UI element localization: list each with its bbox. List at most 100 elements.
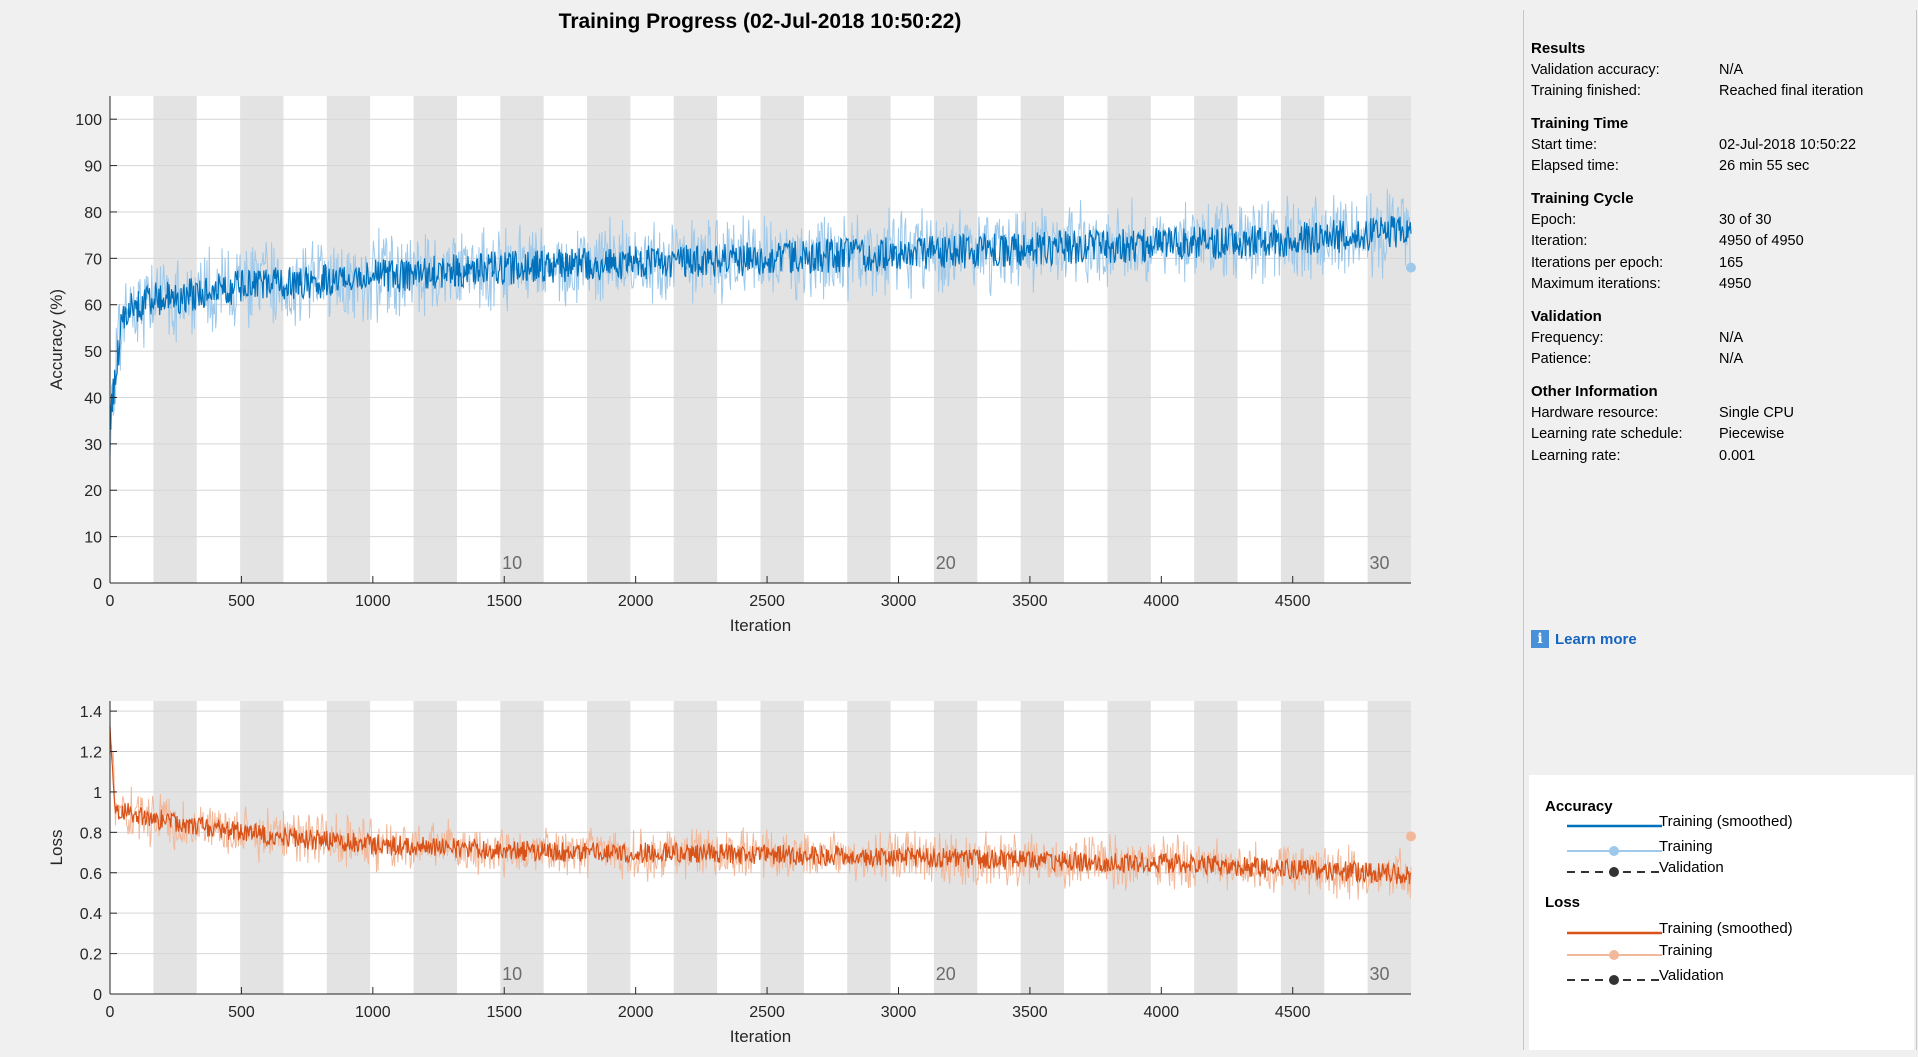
x-tick-label: 1500	[486, 1004, 522, 1021]
info-value: Single CPU	[1719, 404, 1794, 421]
legend-acc-smoothed-line-icon	[1567, 824, 1662, 828]
info-value: 165	[1719, 254, 1744, 271]
info-value: 26 min 55 sec	[1719, 158, 1810, 174]
epoch-band	[933, 96, 978, 583]
info-value: Reached final iteration	[1719, 83, 1864, 99]
epoch-label: 10	[502, 964, 522, 984]
plots-area: Training Progress (02-Jul-2018 10:50:22)…	[47, 10, 1416, 1046]
y-tick-label: 1.4	[80, 704, 102, 721]
figure-title: Training Progress (02-Jul-2018 10:50:22)	[558, 10, 962, 33]
x-tick-label: 2500	[749, 593, 785, 610]
y-tick-label: 80	[84, 205, 102, 222]
info-label: Frequency:	[1531, 329, 1604, 346]
info-label: Epoch:	[1531, 211, 1577, 228]
y-tick-label: 100	[75, 112, 102, 129]
learn-more-link[interactable]: i Learn more	[1531, 630, 1637, 648]
legend-loss-validation-marker-icon	[1567, 975, 1662, 985]
y-tick-label: 1.2	[80, 745, 102, 762]
x-tick-label: 3000	[881, 593, 917, 610]
section-title: Training Time	[1531, 115, 1629, 132]
y-tick-label: 1	[93, 785, 102, 802]
info-label: Patience:	[1531, 351, 1592, 367]
info-label: Start time:	[1531, 136, 1598, 153]
info-value: N/A	[1719, 329, 1744, 346]
epoch-band	[587, 96, 631, 583]
legend-acc-smoothed: Training (smoothed)	[1659, 813, 1793, 830]
info-value: 4950 of 4950	[1719, 233, 1804, 249]
loss-training-smoothed-series	[109, 726, 1412, 885]
y-tick-label: 40	[84, 390, 102, 407]
x-tick-label: 500	[228, 1004, 255, 1021]
legend-loss-smoothed-line-icon	[1567, 931, 1662, 935]
y-tick-label: 70	[84, 251, 102, 268]
legend-acc-training: Training	[1659, 838, 1713, 855]
loss-chart: 0 500 1000 1500 2000 2500 3000 3500 4000 4500 0 0.2…	[47, 701, 1416, 1046]
epoch-band	[1020, 96, 1065, 583]
info-value: 0.001	[1719, 447, 1756, 464]
x-tick-label: 0	[106, 1004, 115, 1021]
x-tick-label: 0	[106, 593, 115, 610]
x-tick-label: 1000	[355, 1004, 391, 1021]
x-tick-label: 4500	[1275, 1004, 1311, 1021]
x-tick-label: 500	[228, 593, 255, 610]
x-tick-label: 1500	[486, 593, 522, 610]
epoch-label: 30	[1369, 964, 1389, 984]
epoch-band	[760, 96, 804, 583]
learn-more-label: Learn more	[1555, 630, 1637, 648]
x-tick-label: 2000	[618, 1004, 654, 1021]
loss-y-axis-label: Loss	[47, 830, 66, 866]
section-title: Training Cycle	[1531, 190, 1634, 207]
legend-loss-validation: Validation	[1659, 967, 1724, 984]
section-title: Results	[1531, 40, 1586, 57]
y-tick-label: 60	[84, 298, 102, 315]
x-tick-label: 2000	[618, 593, 654, 610]
y-tick-label: 10	[84, 530, 102, 547]
info-value: N/A	[1719, 351, 1744, 367]
y-tick-label: 0.8	[80, 825, 102, 842]
section-title: Validation	[1531, 308, 1602, 325]
info-icon: i	[1531, 630, 1549, 648]
epoch-band	[1194, 96, 1238, 583]
x-tick-label: 4500	[1275, 593, 1311, 610]
epoch-band	[500, 96, 544, 583]
epoch-label: 20	[936, 964, 956, 984]
x-tick-label: 4000	[1144, 593, 1180, 610]
y-tick-label: 20	[84, 483, 102, 500]
epoch-band	[326, 96, 371, 583]
x-tick-label: 3000	[881, 1004, 917, 1021]
accuracy-chart: 0 500 1000 1500 2000 2500 3000 3500 4000 4500 0 10 2…	[47, 96, 1416, 635]
acc-y-axis-label: Accuracy (%)	[47, 289, 66, 390]
legend-loss-training: Training	[1659, 942, 1713, 959]
info-value: 02-Jul-2018 10:50:22	[1719, 136, 1857, 153]
legend-acc-validation: Validation	[1659, 859, 1724, 876]
info-value: N/A	[1719, 61, 1744, 78]
acc-final-training-marker	[1406, 262, 1416, 273]
section-title: Other Information	[1531, 383, 1658, 400]
epoch-band	[1280, 701, 1325, 994]
epoch-band	[1367, 96, 1411, 583]
info-label: Iterations per epoch:	[1531, 254, 1664, 271]
y-tick-label: 0	[93, 987, 102, 1004]
epoch-band	[240, 701, 284, 994]
legend-loss-smoothed: Training (smoothed)	[1659, 920, 1793, 937]
y-tick-label: 30	[84, 437, 102, 454]
x-tick-label: 1000	[355, 593, 391, 610]
legend-loss-training-marker-icon	[1567, 950, 1662, 960]
epoch-band	[1194, 701, 1238, 994]
epoch-band	[1107, 701, 1151, 994]
epoch-label: 30	[1369, 553, 1389, 573]
legend-accuracy-title: Accuracy	[1545, 798, 1613, 815]
loss-x-axis-label: Iteration	[730, 1027, 791, 1046]
epoch-band	[153, 96, 197, 583]
y-tick-label: 0.6	[80, 866, 102, 883]
x-tick-label: 3500	[1012, 593, 1048, 610]
info-label: Hardware resource:	[1531, 404, 1659, 421]
info-label: Training finished:	[1531, 83, 1641, 99]
info-panel: Results Validation accuracy: N/A Training f…	[1523, 10, 1917, 1050]
info-label: Maximum iterations:	[1531, 276, 1661, 292]
info-label: Elapsed time:	[1531, 158, 1619, 174]
legend-acc-training-marker-icon	[1567, 846, 1662, 856]
legend-loss-title: Loss	[1545, 894, 1581, 911]
y-tick-label: 0.4	[80, 906, 102, 923]
y-tick-label: 0.2	[80, 947, 102, 964]
